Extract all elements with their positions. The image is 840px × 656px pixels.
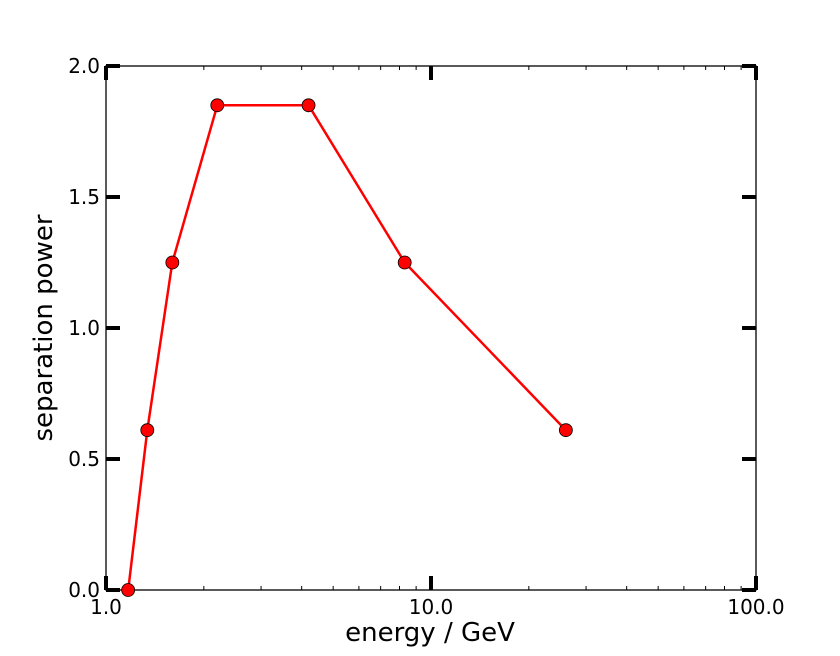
y-tick-label: 1.0 (68, 316, 100, 340)
data-point (210, 98, 225, 113)
series-points (121, 98, 573, 597)
y-axis-ticks: 0.0 0.5 1.0 1.5 2.0 (68, 54, 756, 602)
data-point (301, 98, 316, 113)
y-axis-title: separation power (29, 214, 59, 441)
data-point (397, 255, 412, 270)
y-tick-label: 0.0 (68, 578, 100, 602)
data-point (165, 255, 180, 270)
data-point (558, 423, 573, 438)
y-tick-label: 0.5 (68, 447, 100, 471)
data-point (121, 583, 136, 597)
y-tick-label: 2.0 (68, 54, 100, 78)
series-line (126, 104, 567, 591)
x-tick-label: 10.0 (409, 595, 454, 619)
data-point (140, 423, 155, 438)
x-axis-ticks: 1.0 10.0 100.0 (90, 66, 785, 619)
y-tick-label: 1.5 (68, 185, 100, 209)
x-tick-label: 1.0 (90, 595, 122, 619)
x-tick-label: 100.0 (727, 595, 784, 619)
x-axis-title: energy / GeV (345, 618, 515, 648)
plot-frame (105, 65, 757, 591)
